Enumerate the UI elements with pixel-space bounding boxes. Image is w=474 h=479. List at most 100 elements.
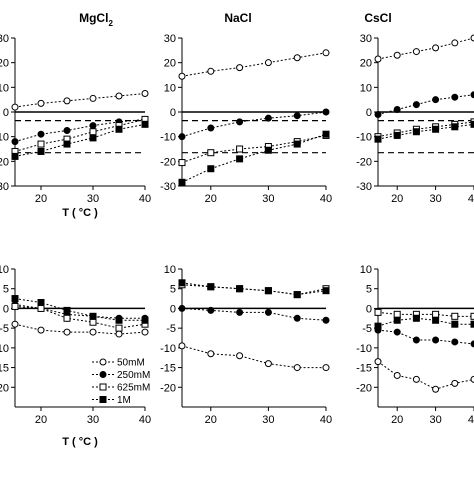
data-point <box>451 312 459 320</box>
data-point <box>37 99 45 107</box>
series-line <box>181 282 327 296</box>
y-tick-label: -30 <box>160 181 176 193</box>
series-line <box>14 305 146 329</box>
series-line <box>377 317 474 327</box>
data-point <box>393 51 401 59</box>
series-line <box>181 52 327 77</box>
data-point <box>236 155 244 163</box>
data-point <box>37 130 45 138</box>
data-point <box>470 312 474 320</box>
data-point <box>432 44 440 52</box>
data-point <box>451 93 459 101</box>
legend-marker <box>99 383 107 391</box>
y-tick-label: 0 <box>170 107 176 119</box>
data-point <box>236 308 244 316</box>
data-point <box>89 128 97 136</box>
data-point <box>89 122 97 130</box>
y-tick-label: 10 <box>360 82 372 94</box>
data-point <box>393 316 401 324</box>
legend-marker <box>99 371 107 378</box>
legend-label: 50mM <box>117 358 145 369</box>
x-axis-label: T ( °C ) <box>62 207 98 219</box>
data-point <box>11 138 19 146</box>
data-point <box>293 364 301 372</box>
y-tick-label: 0 <box>366 107 372 119</box>
data-point <box>207 283 215 291</box>
data-point <box>432 316 440 324</box>
y-tick-label: -5 <box>166 323 176 335</box>
y-tick-label: -10 <box>356 132 372 144</box>
data-point <box>141 90 149 97</box>
data-point <box>37 147 45 155</box>
x-tick-label: 20 <box>205 193 217 205</box>
data-point <box>11 302 19 310</box>
y-tick-label: 20 <box>164 58 176 70</box>
data-point <box>178 72 186 80</box>
data-point <box>89 312 97 320</box>
series-line <box>14 118 146 152</box>
data-point <box>115 125 123 133</box>
y-tick-label: 0 <box>366 303 372 315</box>
data-point <box>178 304 186 312</box>
data-point <box>236 145 244 153</box>
data-point <box>115 324 123 332</box>
data-point <box>293 112 301 120</box>
series-line <box>377 121 474 138</box>
series-line <box>181 307 327 321</box>
data-point <box>322 49 330 57</box>
legend-label: 250mM <box>117 370 150 381</box>
data-point <box>11 103 19 111</box>
data-point <box>393 328 401 336</box>
data-point <box>236 352 244 360</box>
data-point <box>264 360 272 368</box>
series-line <box>377 329 474 345</box>
data-point <box>63 127 71 134</box>
y-tick-label: 10 <box>0 82 9 94</box>
data-point <box>451 39 459 47</box>
y-tick-label: 10 <box>0 264 9 276</box>
y-tick-label: -20 <box>356 382 372 394</box>
legend-label: 625mM <box>117 383 150 394</box>
x-tick-label: 40 <box>139 193 151 205</box>
x-tick-label: 20 <box>391 414 403 426</box>
y-tick-label: -30 <box>356 181 372 193</box>
data-point <box>207 165 215 173</box>
data-point <box>412 101 420 109</box>
y-tick-label: 5 <box>3 284 9 296</box>
data-point <box>293 291 301 299</box>
x-tick-label: 40 <box>320 193 332 205</box>
data-point <box>178 342 186 350</box>
data-point <box>89 328 97 336</box>
data-point <box>115 316 123 324</box>
data-point <box>89 94 97 102</box>
y-tick-label: 5 <box>366 284 372 296</box>
data-point <box>141 328 149 336</box>
x-tick-label: 40 <box>468 193 474 205</box>
data-point <box>207 67 215 75</box>
x-tick-label: 30 <box>87 193 99 205</box>
y-tick-label: 10 <box>164 264 176 276</box>
series-line <box>14 303 145 319</box>
data-point <box>293 54 301 62</box>
data-point <box>470 375 474 383</box>
panel-1: -30 -20 -10 0 10 20 30 20 30 40 MgCl2 T ( °C ) <box>0 11 151 219</box>
data-point <box>37 326 45 334</box>
data-point <box>264 287 272 295</box>
series-line <box>14 323 146 335</box>
series-line <box>181 133 327 183</box>
panel-title: NaCl <box>224 11 251 25</box>
data-point <box>374 135 382 143</box>
panel-6: -20 -15 -10 -5 0 5 10 20 30 40 <box>356 264 474 426</box>
data-point <box>115 92 123 100</box>
data-point <box>89 318 97 326</box>
data-point <box>412 48 420 56</box>
data-point <box>412 336 420 344</box>
data-point <box>451 379 459 387</box>
data-point <box>470 91 474 99</box>
data-point <box>322 287 330 295</box>
data-point <box>178 178 186 186</box>
x-tick-label: 40 <box>468 414 474 426</box>
data-point <box>432 96 440 104</box>
